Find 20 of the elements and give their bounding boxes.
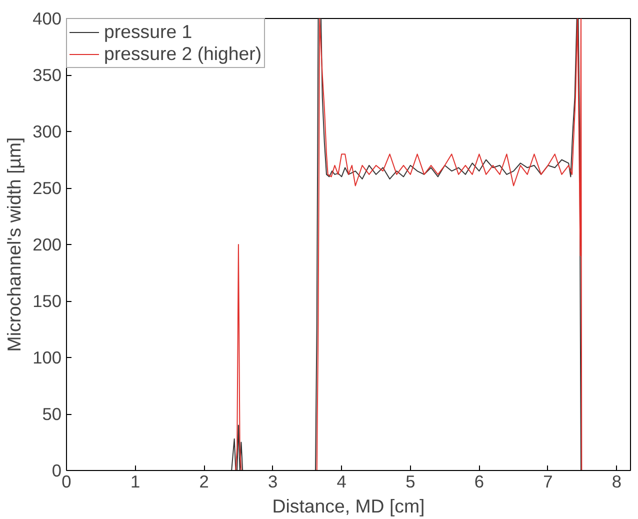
y-tick-label: 50 [42, 404, 62, 424]
legend-label: pressure 1 [104, 21, 192, 43]
y-tick-label: 100 [32, 348, 62, 368]
x-tick-label: 5 [406, 472, 416, 492]
y-tick-label: 150 [32, 291, 62, 311]
y-tick-label: 350 [32, 65, 62, 85]
x-tick-label: 2 [199, 472, 209, 492]
y-tick-label: 300 [32, 122, 62, 142]
y-tick-label: 400 [32, 8, 62, 28]
x-tick-label: 6 [474, 472, 484, 492]
x-tick-label: 8 [612, 472, 622, 492]
x-tick-label: 1 [130, 472, 140, 492]
y-tick-label: 250 [32, 178, 62, 198]
legend-label: pressure 2 (higher) [104, 43, 262, 65]
x-tick-label: 7 [543, 472, 553, 492]
x-axis-title: Distance, MD [cm] [272, 496, 425, 516]
y-axis-title: Microchannel's width [µm] [4, 137, 25, 352]
x-tick-label: 3 [268, 472, 278, 492]
x-tick-label: 4 [336, 472, 347, 492]
y-tick-label: 200 [32, 234, 62, 254]
